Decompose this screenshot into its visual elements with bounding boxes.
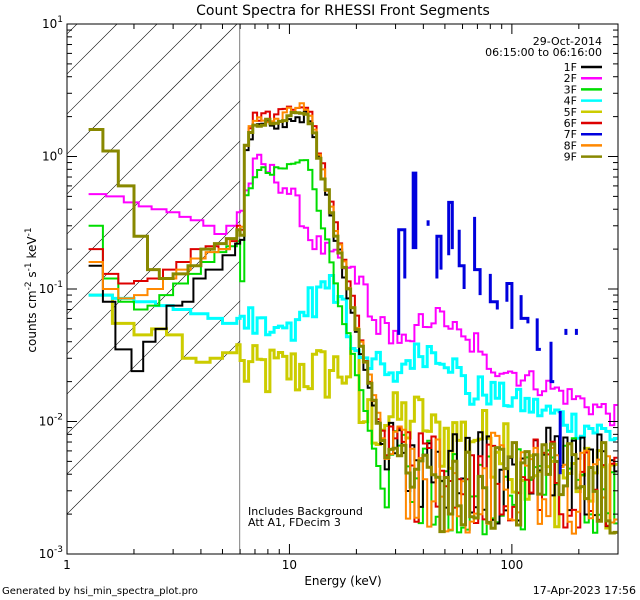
ylabel-sup3: -1	[24, 227, 34, 236]
series-2f	[88, 153, 618, 427]
series-7f	[447, 200, 454, 256]
series-7f	[435, 234, 443, 279]
legend-label: 7F	[564, 128, 577, 141]
axes: 1 10 100 10-3 10-2 10-1 100 101	[39, 15, 619, 572]
time-range-label: 06:15:00 to 06:16:00	[485, 46, 602, 59]
y-tick-label: 10-1	[39, 280, 63, 296]
legend-label: 2F	[564, 72, 577, 85]
ylabel-sup2: -1	[24, 262, 34, 271]
ylabel-main: counts cm	[25, 290, 39, 352]
legend-label: 1F	[564, 61, 577, 74]
y-axis-label: counts cm-2 s-1 keV-1	[24, 227, 39, 352]
series-7f	[397, 228, 407, 335]
annotation-background: Includes Background	[248, 505, 363, 518]
legend-label: 5F	[564, 106, 577, 119]
series-7f	[505, 282, 514, 329]
series-7f	[473, 216, 482, 296]
y-tick-label: 101	[42, 15, 63, 31]
series-7f	[549, 341, 555, 384]
x-tick-label: 100	[500, 558, 523, 572]
y-tick-label: 10-2	[39, 413, 63, 429]
footer-timestamp: 17-Apr-2023 17:56	[533, 584, 636, 597]
legend-label: 8F	[564, 139, 577, 152]
series-9f	[88, 111, 618, 535]
hatched-region	[67, 24, 241, 554]
hatch-line	[67, 220, 241, 395]
series-7f	[457, 229, 466, 289]
series-layer	[88, 102, 618, 536]
hatch-line	[67, 260, 241, 435]
hatch-line	[67, 100, 241, 275]
x-axis-label: Energy (keV)	[304, 574, 381, 588]
hatch-line	[67, 140, 241, 315]
date-label: 29-Oct-2014	[533, 35, 602, 48]
hatch-line	[67, 24, 198, 155]
series-8f	[88, 102, 618, 535]
legend-label: 9F	[564, 151, 577, 164]
legend-label: 4F	[564, 95, 577, 108]
hatch-line	[67, 180, 241, 355]
hatch-line	[67, 300, 241, 475]
hatch-line	[67, 340, 241, 515]
hatch-line	[67, 60, 241, 235]
x-tick-label: 1	[63, 558, 71, 572]
x-tick-label: 10	[282, 558, 297, 572]
footer-generated: Generated by hsi_min_spectra_plot.pro	[2, 586, 198, 597]
series-7f	[535, 318, 541, 351]
svg-text:counts cm-2 s-1 keV-1: counts cm-2 s-1 keV-1	[24, 227, 39, 352]
series-7f	[411, 171, 418, 250]
ylabel-end: keV	[25, 236, 39, 263]
annotation-attenuator: Att A1, FDecim 3	[248, 516, 341, 529]
chart-title: Count Spectra for RHESSI Front Segments	[196, 3, 490, 19]
y-tick-label: 10-3	[39, 545, 63, 561]
y-tick-label: 100	[42, 148, 63, 164]
series-7f	[488, 273, 499, 310]
ylabel-sup1: -2	[24, 281, 34, 290]
hatch-line	[67, 24, 158, 115]
series-7f	[519, 295, 530, 324]
series-4f	[88, 274, 618, 442]
ylabel-mid: s	[25, 271, 39, 281]
legend-label: 6F	[564, 117, 577, 130]
hatch-line	[67, 24, 238, 195]
legend-label: 3F	[564, 83, 577, 96]
hatch-line	[67, 24, 118, 75]
